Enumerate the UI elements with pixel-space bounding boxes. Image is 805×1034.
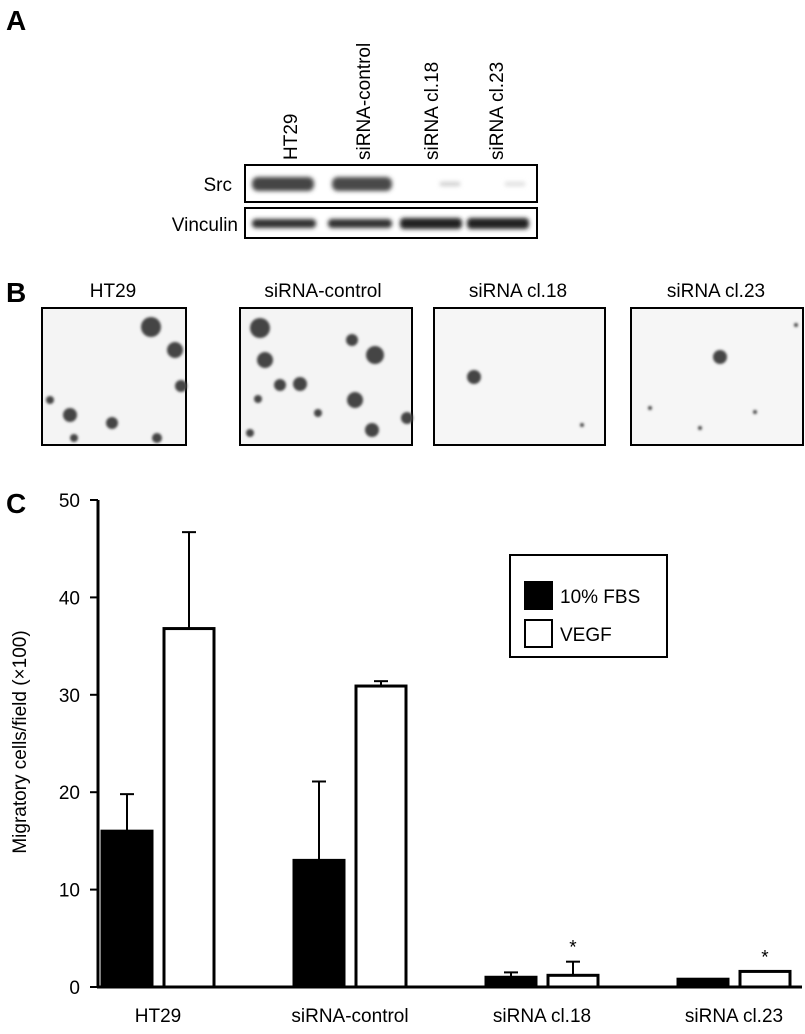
lane-label: siRNA cl.23	[487, 62, 508, 160]
y-tick-label: 0	[69, 978, 80, 999]
error-bar	[504, 971, 518, 978]
blot-bands	[252, 177, 529, 229]
panel-label: A	[6, 5, 26, 36]
panel-label: C	[6, 488, 26, 519]
bar	[738, 969, 792, 989]
legend-label: VEGF	[560, 625, 612, 646]
image-title: siRNA cl.23	[667, 281, 765, 302]
y-tick-label: 50	[59, 491, 80, 512]
bar	[484, 975, 538, 989]
bar	[676, 977, 730, 989]
x-tick-label: siRNA cl.23	[685, 1006, 783, 1027]
panel-label: B	[6, 277, 26, 308]
bar	[354, 684, 408, 989]
micrographs	[41, 307, 804, 446]
bar	[292, 858, 346, 989]
error-bar	[374, 680, 388, 687]
y-axis-label: Migratory cells/field (×100)	[10, 630, 31, 853]
image-title: siRNA cl.18	[469, 281, 567, 302]
y-tick-label: 40	[59, 588, 80, 609]
error-bar	[182, 531, 196, 629]
legend-swatch	[524, 619, 553, 648]
bar	[162, 627, 216, 989]
bar	[546, 973, 600, 989]
lane-labels: HT29 siRNA-control siRNA cl.18 siRNA cl.23	[281, 43, 508, 160]
y-tick-label: 30	[59, 686, 80, 707]
lane-label: siRNA-control	[354, 43, 375, 160]
annotation: *	[569, 938, 577, 959]
lane-label: siRNA cl.18	[422, 62, 443, 160]
image-title: HT29	[90, 281, 136, 302]
y-tick-label: 10	[59, 881, 80, 902]
error-bar	[312, 780, 326, 861]
x-tick-label: HT29	[135, 1006, 181, 1027]
annotation: *	[761, 947, 769, 968]
lane-label: HT29	[281, 114, 302, 160]
row-label: Vinculin	[172, 215, 238, 236]
bar	[100, 829, 154, 989]
x-tick-label: siRNA cl.18	[493, 1006, 591, 1027]
y-tick-label: 20	[59, 783, 80, 804]
x-tick-label: siRNA-control	[291, 1006, 408, 1027]
error-bar	[120, 793, 134, 832]
image-title: siRNA-control	[264, 281, 381, 302]
legend-label: 10% FBS	[560, 587, 640, 608]
error-bar	[566, 960, 580, 976]
row-label: Src	[204, 175, 233, 196]
legend-swatch	[524, 581, 553, 610]
